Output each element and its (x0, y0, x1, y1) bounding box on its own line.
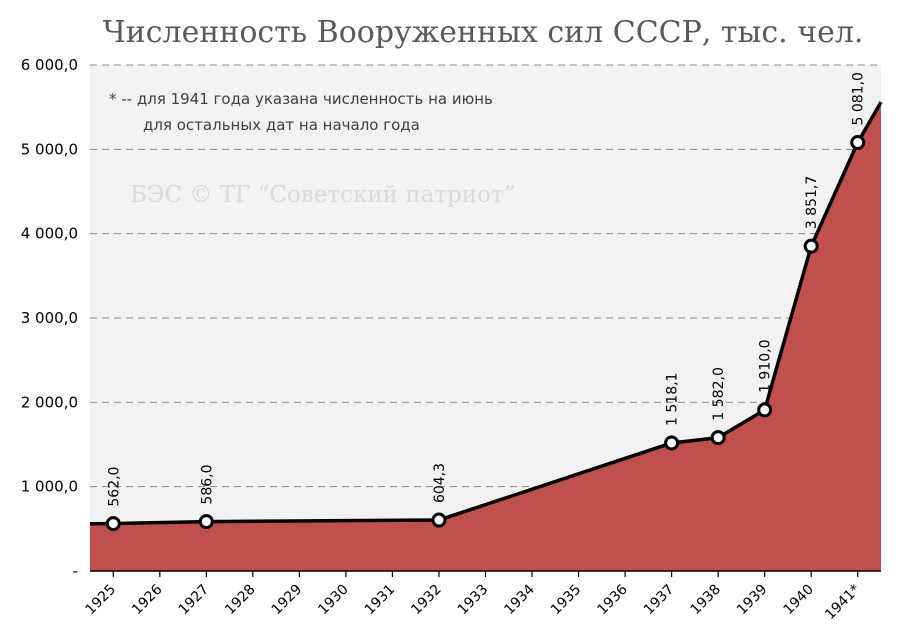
data-label: 604,3 (432, 463, 448, 503)
x-tick-label: 1937 (641, 582, 678, 619)
data-label: 1 582,0 (711, 367, 727, 420)
x-tick-label: 1940 (781, 582, 818, 619)
data-label: 1 518,1 (665, 373, 681, 426)
data-label: 586,0 (199, 464, 215, 504)
y-tick-label: 3 000,0 (21, 309, 78, 327)
y-tick-label: 2 000,0 (21, 393, 78, 411)
x-tick-label: 1935 (548, 582, 585, 619)
data-label: 3 851,7 (804, 176, 820, 229)
y-tick-label: 5 000,0 (21, 140, 78, 158)
data-point[interactable] (803, 238, 819, 254)
x-tick-label: 1926 (129, 581, 166, 618)
area-fill (90, 102, 881, 572)
x-tick-label: 1930 (315, 582, 352, 619)
data-label: 562,0 (106, 467, 122, 507)
x-tick-label: 1928 (222, 582, 259, 619)
y-tick-label: - (73, 562, 78, 580)
x-tick-label: 1941* (822, 582, 863, 623)
data-point[interactable] (664, 435, 680, 451)
x-tick-label: 1925 (83, 582, 120, 619)
x-tick-label: 1934 (501, 581, 538, 618)
y-tick-label: 4 000,0 (21, 225, 78, 243)
series-line (89, 101, 883, 526)
x-tick-label: 1938 (687, 582, 724, 619)
x-tick-label: 1939 (734, 582, 771, 619)
x-tick-label: 1931 (362, 582, 399, 619)
note-line-2: для остальных дат на начало года (143, 116, 420, 134)
data-point[interactable] (105, 516, 121, 532)
y-tick-label: 6 000,0 (21, 56, 78, 74)
data-point[interactable] (710, 430, 726, 446)
x-tick-label: 1936 (594, 581, 631, 618)
x-tick-label: 1927 (176, 582, 213, 619)
chart-title: Численность Вооруженных сил СССР, тыс. ч… (103, 15, 864, 50)
data-label: 1 910,0 (758, 339, 774, 392)
data-point[interactable] (850, 135, 866, 151)
data-point[interactable] (198, 514, 214, 530)
x-tick-label: 1929 (269, 582, 306, 619)
watermark: БЭС © ТГ “Советский патриот” (130, 182, 515, 208)
y-tick-label: 1 000,0 (21, 478, 78, 496)
x-tick-label: 1933 (455, 582, 492, 619)
data-label: 5 081,0 (851, 72, 867, 125)
x-tick-label: 1932 (408, 582, 445, 619)
data-point[interactable] (757, 402, 773, 418)
data-point[interactable] (431, 512, 447, 528)
note-line-1: * -- для 1941 года указана численность н… (109, 90, 493, 108)
